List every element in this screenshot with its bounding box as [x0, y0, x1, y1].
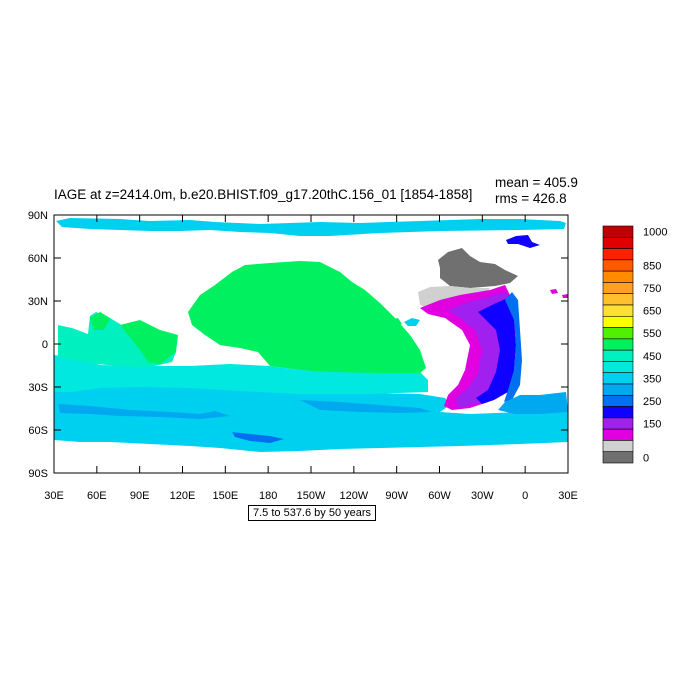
colorbar-swatch — [602, 451, 634, 464]
colorbar-swatch — [602, 428, 634, 441]
south-atlantic-light — [498, 392, 568, 414]
colorbar-swatch — [602, 259, 634, 272]
lat-tick-label: 0 — [42, 339, 48, 351]
lon-tick-label: 60W — [428, 490, 451, 502]
lat-tick-label: 90N — [28, 210, 48, 222]
map-field — [54, 218, 568, 452]
lat-tick-label: 60N — [28, 253, 48, 265]
colorbar-swatch — [602, 293, 634, 306]
indian-ocean-green — [120, 320, 178, 364]
arctic-blue-patch — [506, 235, 540, 248]
lat-tick-label: 90S — [28, 468, 48, 480]
colorbar-label: 150 — [643, 419, 661, 431]
axis-ticks — [53, 214, 569, 474]
colorbar-swatch — [602, 327, 634, 340]
pacific-field — [188, 261, 426, 373]
axis-tick-labels: 90N 60N 30N 0 30S 60S 90S 30E 60E 90E 120E 150E 180 1… — [28, 210, 578, 502]
colorbar-label: 0 — [643, 452, 649, 464]
colorbar-swatch — [602, 383, 634, 396]
lon-tick-label: 30E — [44, 490, 64, 502]
mediterranean-patch-2 — [562, 294, 568, 298]
colorbar-swatch — [602, 349, 634, 362]
lat-tick-label: 60S — [28, 425, 48, 437]
lon-tick-label: 30E — [558, 490, 578, 502]
colorbar-swatch — [602, 394, 634, 407]
contour-info-box: 7.5 to 537.6 by 50 years — [248, 505, 377, 521]
lon-tick-label: 30W — [471, 490, 494, 502]
arctic-field — [56, 218, 566, 236]
colorbar-label: 450 — [643, 351, 661, 363]
colorbar-swatch — [602, 225, 634, 238]
colorbar-swatch — [602, 372, 634, 385]
rms-stat: rms = 426.8 — [495, 191, 567, 206]
colorbar-swatch — [602, 236, 634, 249]
colorbar-label: 750 — [643, 283, 661, 295]
lon-tick-label: 90W — [385, 490, 408, 502]
lat-tick-label: 30N — [28, 296, 48, 308]
colorbar-swatch — [602, 248, 634, 261]
lon-tick-label: 120W — [339, 490, 368, 502]
colorbar-swatch — [602, 304, 634, 317]
lat-tick-label: 30S — [28, 382, 48, 394]
mean-stat: mean = 405.9 — [495, 175, 578, 190]
atlantic-blue — [476, 298, 516, 404]
atlantic-medblue — [504, 292, 522, 402]
lon-tick-label: 120E — [170, 490, 196, 502]
map-title: IAGE at z=2414.0m, b.e20.BHIST.f09_g17.2… — [54, 187, 473, 202]
lon-tick-label: 150E — [212, 490, 238, 502]
lon-tick-label: 0 — [522, 490, 528, 502]
southern-blue-streak — [58, 404, 230, 419]
colorbar-swatch — [602, 406, 634, 419]
colorbar-label: 850 — [643, 261, 661, 273]
colorbar-label: 250 — [643, 396, 661, 408]
caribbean-patch — [404, 318, 420, 326]
gulf-patch — [388, 318, 402, 326]
colorbar-swatch — [602, 315, 634, 328]
southern-ocean-field — [54, 386, 568, 452]
lon-tick-label: 150W — [297, 490, 326, 502]
colorbar-swatch — [602, 270, 634, 283]
colorbar: 1000 850 750 650 550 450 350 250 150 0 — [602, 225, 667, 464]
colorbar-label: 550 — [643, 328, 661, 340]
indian-south-field — [54, 355, 428, 394]
lon-tick-label: 60E — [87, 490, 107, 502]
colorbar-label: 1000 — [643, 227, 667, 239]
colorbar-label: 650 — [643, 306, 661, 318]
colorbar-swatch — [602, 282, 634, 295]
lon-tick-label: 90E — [130, 490, 150, 502]
colorbar-label: 350 — [643, 373, 661, 385]
colorbar-swatch — [602, 338, 634, 351]
lon-tick-label: 180 — [259, 490, 277, 502]
north-atlantic-gray — [438, 248, 518, 288]
colorbar-swatch — [602, 417, 634, 430]
mediterranean-patch — [550, 289, 558, 294]
southern-blue-patch — [232, 432, 284, 443]
colorbar-swatch — [602, 440, 634, 453]
arabian-green — [90, 312, 110, 330]
east-pacific-blue — [300, 400, 432, 413]
colorbar-swatch — [602, 361, 634, 374]
